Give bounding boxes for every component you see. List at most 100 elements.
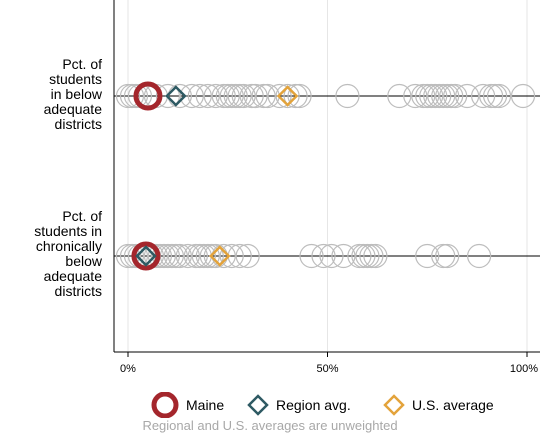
- state-marker: [455, 83, 480, 109]
- state-marker: [155, 83, 180, 109]
- state-marker: [478, 83, 504, 109]
- gridlines: [127, 0, 528, 352]
- row-label-line: chronically: [35, 238, 102, 254]
- state-marker: [347, 243, 372, 269]
- state-marker: [423, 83, 448, 109]
- state-marker: [163, 243, 188, 269]
- row-label-line: districts: [54, 283, 102, 299]
- state-marker: [235, 243, 260, 269]
- state-marker: [223, 83, 248, 109]
- state-marker: [219, 243, 244, 269]
- state-marker: [287, 83, 312, 109]
- state-marker: [151, 243, 177, 269]
- state-marker: [227, 83, 252, 109]
- us-average-marker: [276, 85, 299, 107]
- row-label-line: students in: [34, 223, 102, 239]
- state-marker: [435, 83, 460, 109]
- state-marker: [419, 83, 444, 109]
- state-marker: [123, 243, 149, 269]
- state-marker: [431, 83, 456, 109]
- state-marker: [119, 83, 145, 109]
- legend-label-maine: Maine: [186, 397, 225, 413]
- region-marker-icon: [247, 394, 269, 416]
- state-marker: [175, 243, 200, 269]
- state-marker: [167, 243, 192, 269]
- row-label-line: districts: [54, 116, 102, 132]
- row-label-line: adequate: [43, 101, 102, 117]
- x-tick-label-1: 50%: [316, 363, 338, 375]
- row-label-line: below: [65, 253, 102, 269]
- legend-label-us: U.S. average: [412, 397, 494, 413]
- state-marker: [427, 83, 452, 109]
- state-marker: [335, 83, 360, 109]
- x-tick-label-2: 100%: [510, 363, 538, 375]
- state-marker: [115, 243, 141, 269]
- row-label-line: adequate: [43, 268, 102, 284]
- x-axis-ticks: 0% 50% 100%: [120, 352, 538, 375]
- row-1: [114, 241, 540, 271]
- state-marker: [147, 243, 173, 269]
- state-marker: [439, 83, 464, 109]
- state-marker: [467, 243, 492, 269]
- row-label-line: in below: [50, 86, 102, 102]
- state-marker: [215, 83, 240, 109]
- state-marker: [471, 83, 496, 109]
- state-marker: [195, 83, 220, 109]
- state-marker: [331, 243, 356, 269]
- row-label-1: Pct. of students in chronically below adequa…: [0, 209, 102, 299]
- state-marker: [435, 243, 460, 269]
- state-marker: [199, 243, 224, 269]
- region-avg-marker: [165, 85, 187, 107]
- state-marker: [203, 83, 228, 109]
- state-marker: [243, 83, 268, 109]
- state-marker: [195, 243, 220, 269]
- state-marker: [411, 83, 436, 109]
- state-marker: [443, 83, 468, 109]
- state-marker: [211, 83, 236, 109]
- state-marker: [183, 243, 208, 269]
- state-marker: [319, 243, 344, 269]
- legend: Maine Region avg. U.S. average: [0, 392, 540, 418]
- row-label-line: Pct. of: [62, 208, 102, 224]
- state-marker: [363, 243, 388, 269]
- state-marker: [115, 83, 141, 109]
- state-marker: [239, 83, 264, 109]
- maine-marker-icon: [151, 392, 179, 418]
- region-avg-marker: [135, 245, 157, 267]
- footnote: Regional and U.S. averages are unweighte…: [142, 418, 398, 433]
- maine-marker: [133, 81, 163, 111]
- state-marker: [143, 243, 169, 269]
- state-marker: [486, 83, 512, 109]
- data-rows: [114, 81, 540, 271]
- state-marker: [415, 83, 440, 109]
- us-marker-icon: [383, 394, 405, 416]
- row-label-line: students: [49, 71, 102, 87]
- state-marker: [351, 243, 376, 269]
- state-marker: [123, 83, 149, 109]
- row-0: [114, 81, 540, 111]
- state-marker: [283, 83, 308, 109]
- state-marker: [431, 243, 456, 269]
- state-marker: [251, 83, 276, 109]
- state-marker: [387, 83, 412, 109]
- row-label-line: Pct. of: [62, 56, 102, 72]
- x-tick-label-0: 0%: [120, 363, 136, 375]
- state-marker: [311, 243, 336, 269]
- state-marker: [355, 243, 380, 269]
- state-marker: [415, 243, 440, 269]
- state-marker: [510, 83, 536, 109]
- legend-item-maine: Maine: [150, 392, 224, 418]
- state-marker: [187, 83, 212, 109]
- row-label-0: Pct. of students in below adequate districts: [0, 57, 102, 132]
- state-marker: [119, 243, 145, 269]
- state-marker: [359, 243, 384, 269]
- state-marker: [191, 243, 216, 269]
- legend-item-us: U.S. average: [382, 392, 494, 418]
- state-marker: [267, 83, 292, 109]
- maine-marker: [131, 241, 161, 271]
- state-marker: [403, 83, 428, 109]
- state-marker: [275, 83, 300, 109]
- legend-label-region: Region avg.: [276, 397, 351, 413]
- state-marker: [179, 83, 204, 109]
